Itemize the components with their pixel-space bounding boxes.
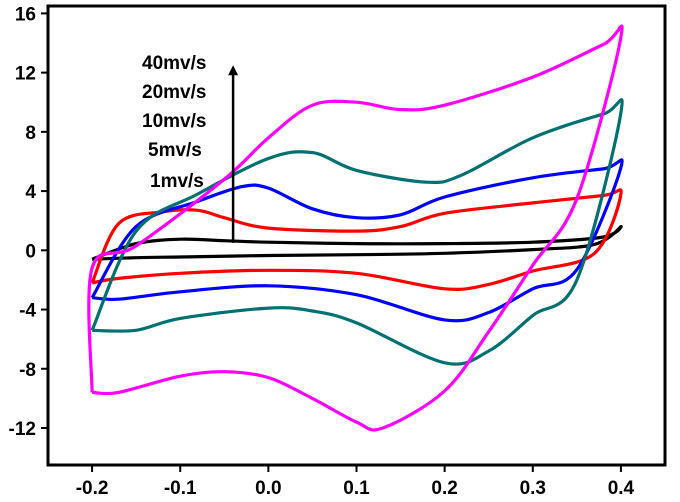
x-axis: -0.2 -0.1 0.0 0.1 0.2 0.3 0.4	[76, 465, 635, 499]
legend-label-40: 40mv/s	[142, 53, 206, 74]
y-tick-label: 12	[15, 64, 36, 85]
legend-label-20: 20mv/s	[142, 82, 206, 103]
y-tick-label: -4	[19, 301, 36, 322]
y-axis: -12 -8 -4 0 4 8 12 16	[9, 4, 48, 440]
series-line-40mv-s	[87, 24, 624, 432]
scan-rate-arrow	[228, 65, 239, 243]
series-line-1mv-s	[91, 224, 623, 261]
series-layer	[87, 24, 624, 432]
legend-label-1: 1mv/s	[150, 171, 204, 192]
x-tick-label: -0.1	[164, 478, 197, 499]
series-line-10mv-s	[90, 158, 624, 323]
y-tick-label: -12	[9, 419, 36, 440]
y-tick-label: -8	[19, 360, 36, 381]
y-tick-label: 16	[15, 4, 36, 25]
legend-label-10: 10mv/s	[142, 111, 206, 132]
annotation-legend: 40mv/s 20mv/s 10mv/s 5mv/s 1mv/s	[142, 53, 206, 192]
y-tick-label: 8	[25, 123, 36, 144]
series-line-20mv-s	[90, 98, 624, 366]
x-tick-label: 0.2	[431, 478, 457, 499]
x-tick-label: 0.0	[255, 478, 281, 499]
x-tick-label: 0.4	[608, 478, 635, 499]
plot-frame	[46, 4, 667, 467]
legend-label-5: 5mv/s	[148, 140, 202, 161]
x-tick-label: 0.3	[520, 478, 546, 499]
x-tick-label: 0.1	[343, 478, 370, 499]
y-tick-label: 0	[25, 241, 36, 262]
y-tick-label: 4	[25, 182, 36, 203]
x-tick-label: -0.2	[76, 478, 109, 499]
arrow-head	[228, 65, 239, 76]
